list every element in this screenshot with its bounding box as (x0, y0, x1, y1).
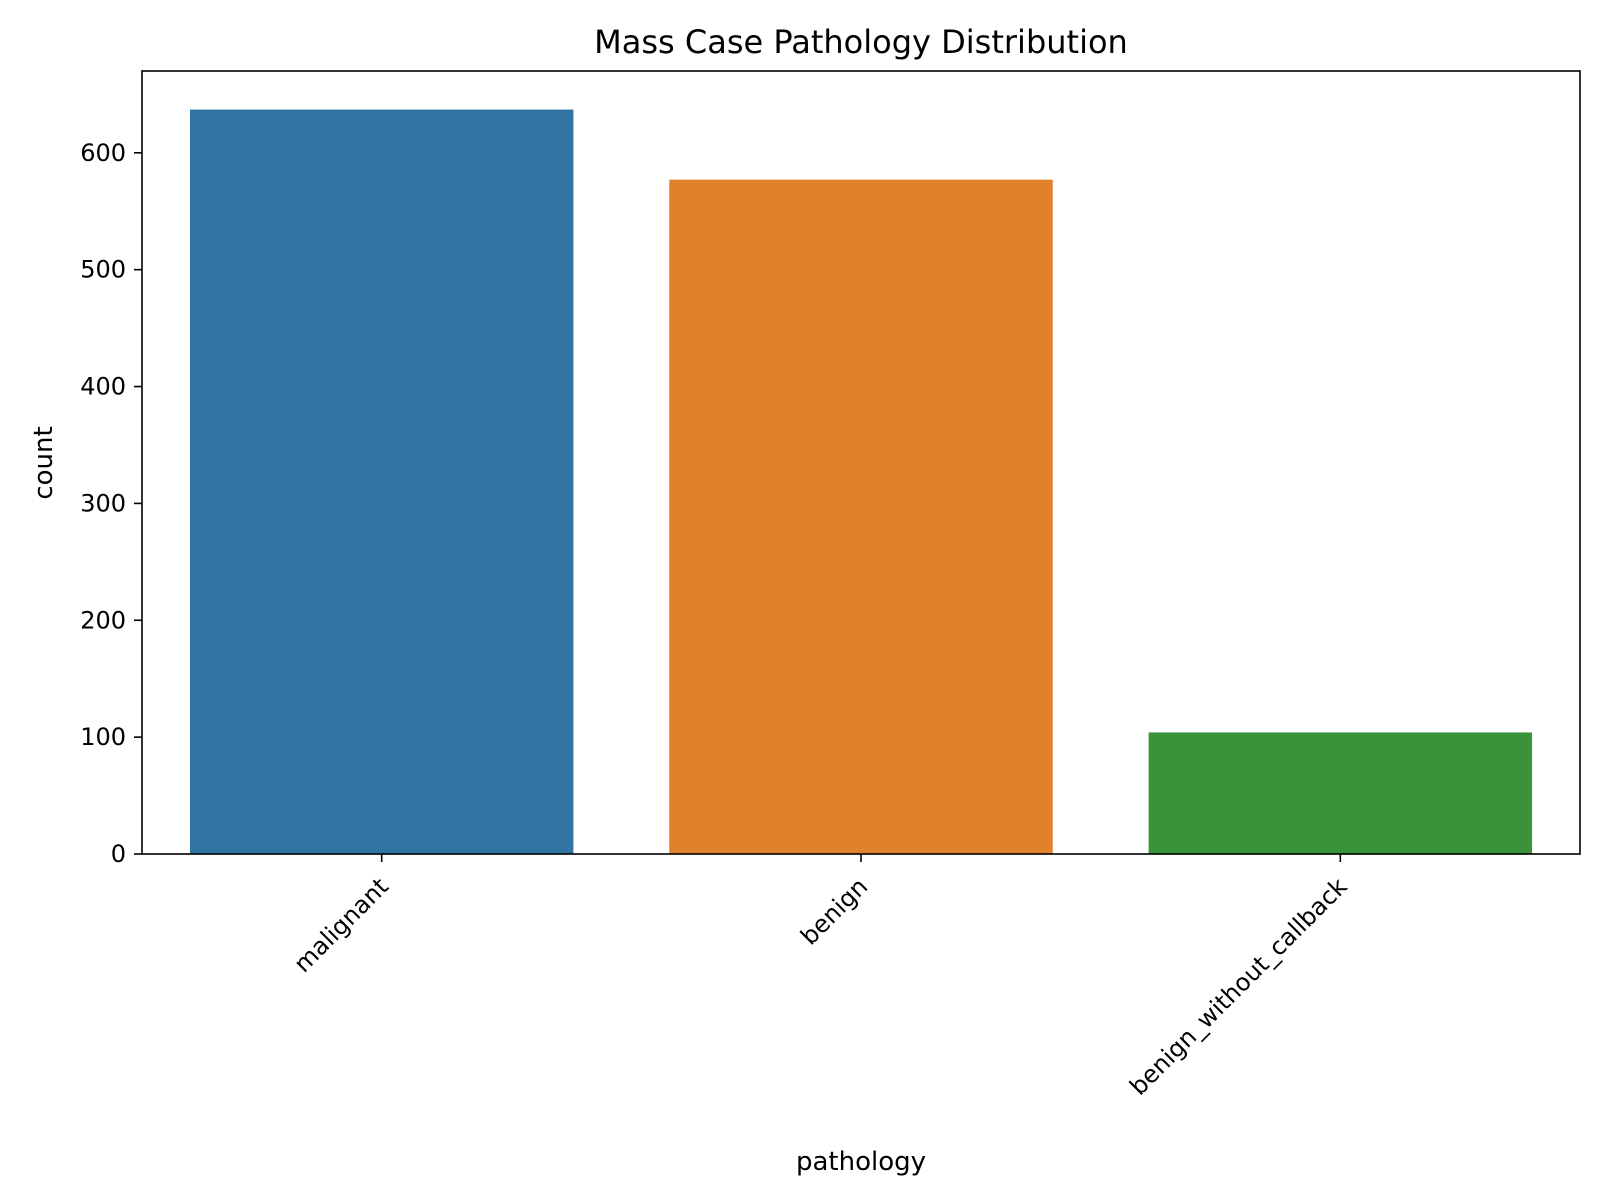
chart-title: Mass Case Pathology Distribution (594, 23, 1128, 61)
y-tick-label: 0 (111, 840, 126, 868)
y-tick-label: 200 (80, 606, 126, 634)
bar-malignant (189, 109, 574, 854)
y-tick-label: 100 (80, 723, 126, 751)
y-tick-label: 300 (80, 489, 126, 517)
bar-benign (669, 179, 1053, 855)
y-axis-label: count (29, 426, 59, 499)
bars-group (189, 109, 1533, 855)
y-tick-label: 500 (80, 256, 126, 284)
plot-frame (141, 70, 1581, 855)
y-axis-ticks: 0 100 200 300 400 500 600 (80, 139, 142, 868)
x-axis-label: pathology (796, 1147, 926, 1177)
y-tick-label: 400 (80, 373, 126, 401)
bar-benign-without-callback (1148, 732, 1533, 854)
y-tick-label: 600 (80, 139, 126, 167)
